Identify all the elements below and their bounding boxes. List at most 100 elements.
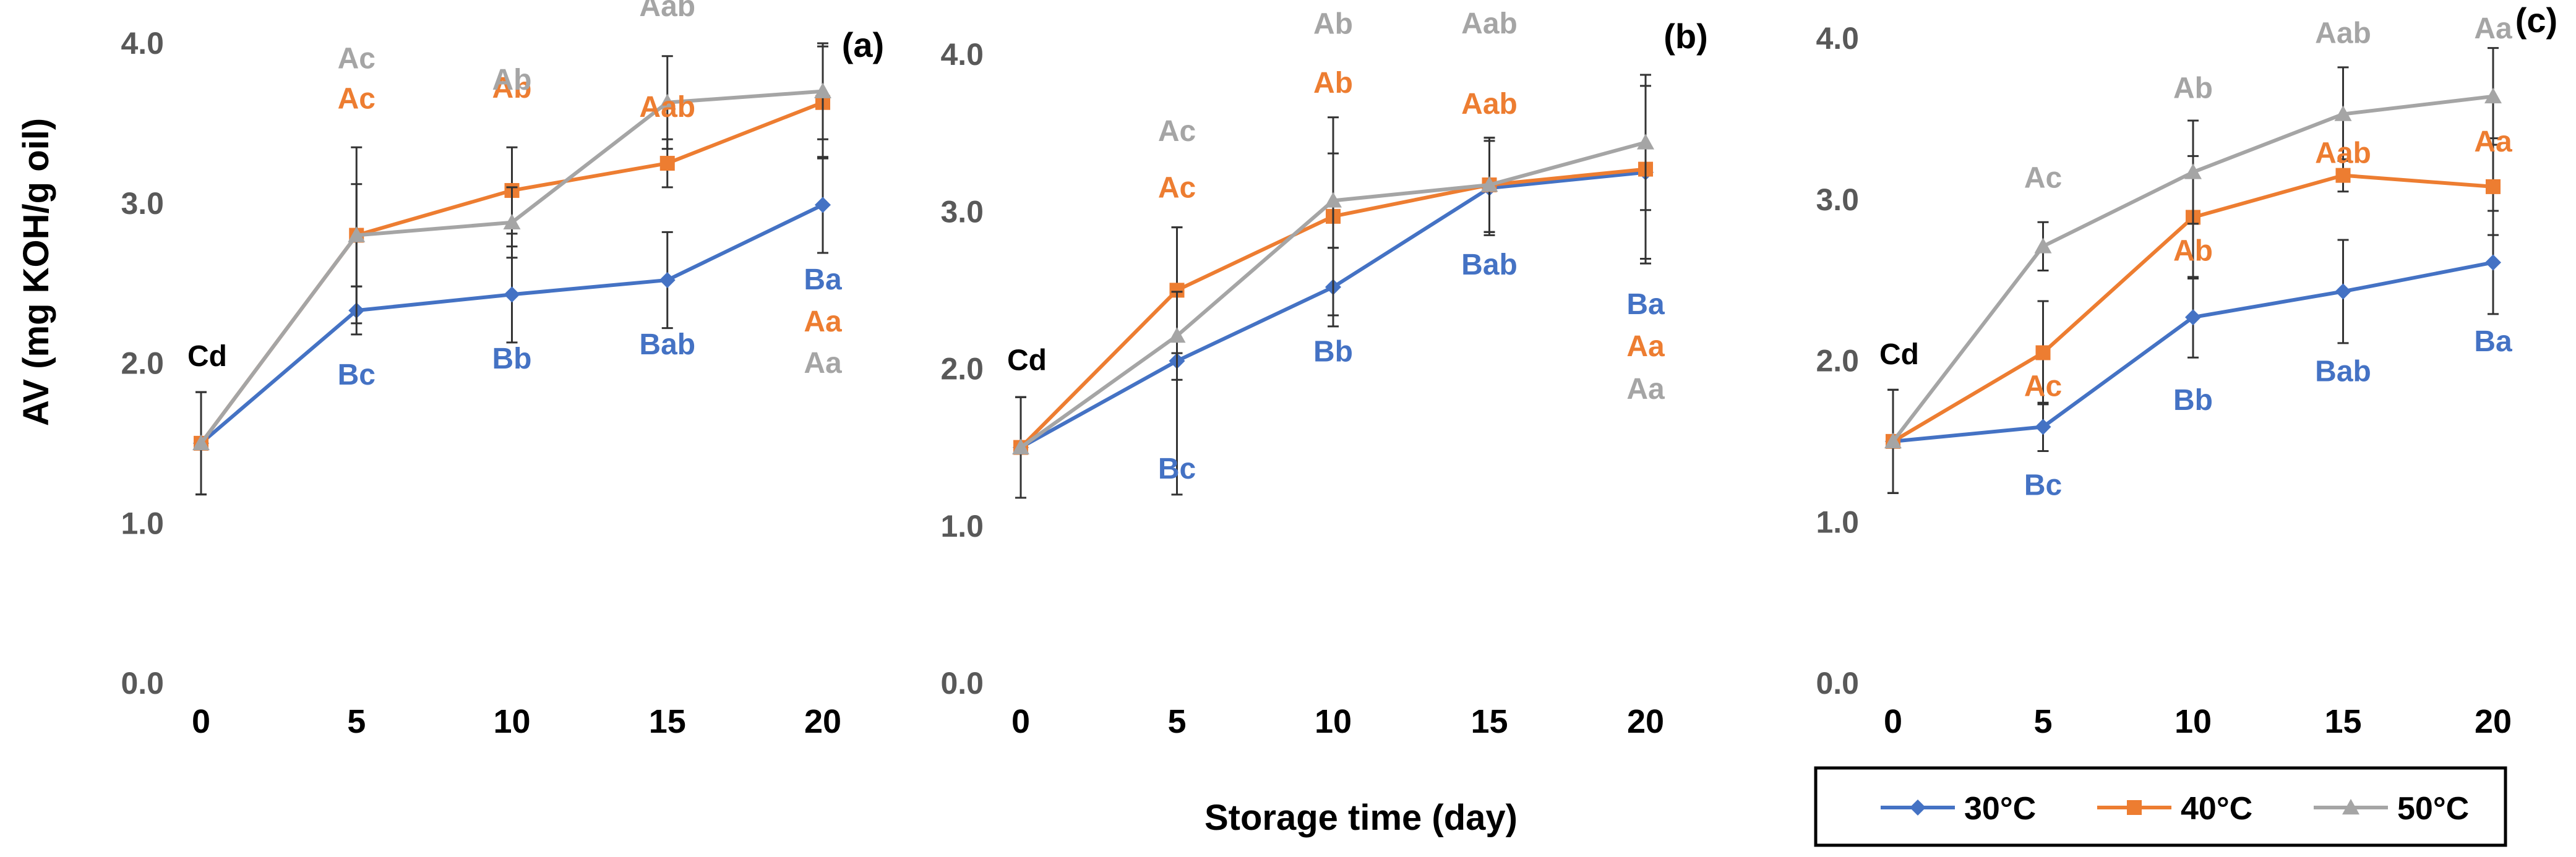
x-tick-label: 20 <box>2475 703 2512 740</box>
significance-label: Aa <box>1626 330 1665 363</box>
y-tick-label: 0.0 <box>940 666 984 701</box>
data-point <box>2484 87 2502 104</box>
significance-label: Bc <box>1158 453 1196 485</box>
x-tick-label: 20 <box>1627 703 1664 740</box>
data-point <box>2334 105 2352 121</box>
panel-c: 0.0 1.0 2.0 3.0 4.0 0 5 10 15 20 Cd Bc Bb Bab Ba Ac Ab Aa… <box>1816 1 2557 740</box>
significance-label: Aab <box>1461 7 1518 40</box>
panel-label: (c) <box>2515 1 2557 40</box>
data-point <box>1012 438 1029 454</box>
series-50c <box>1012 74 1654 499</box>
data-point <box>2034 237 2052 254</box>
significance-label: Ab <box>2173 72 2213 104</box>
legend-marker <box>1910 799 1926 816</box>
data-point <box>2335 168 2351 183</box>
significance-label: Aab <box>639 0 695 23</box>
significance-label: Aa <box>804 347 842 380</box>
significance-label: Bb <box>1313 335 1353 368</box>
data-point <box>192 434 210 451</box>
x-tick-label: 0 <box>192 703 210 740</box>
y-tick-label: 4.0 <box>940 37 984 72</box>
significance-label: Ac <box>1158 171 1196 204</box>
panel-b: 0.0 1.0 2.0 3.0 4.0 0 5 10 15 20 Cd Bc Bb Bab Ba Ac Ab Aa… <box>940 7 1707 740</box>
data-point <box>1324 192 1342 208</box>
data-point <box>659 271 676 288</box>
data-point <box>503 213 521 229</box>
data-point <box>1884 432 1902 449</box>
significance-label: Aa <box>2474 126 2512 158</box>
data-point <box>659 156 675 171</box>
series-50c <box>1884 47 2502 494</box>
significance-label: Cd <box>1007 344 1047 377</box>
data-point <box>1480 176 1498 192</box>
legend-entry: 50°C <box>2314 791 2469 827</box>
significance-label: Bab <box>1461 249 1518 281</box>
data-point <box>2035 419 2051 435</box>
y-tick-label: 2.0 <box>1816 344 1859 378</box>
data-point <box>2486 179 2501 194</box>
x-tick-label: 15 <box>1470 703 1508 740</box>
y-tick-label: 0.0 <box>121 666 164 701</box>
significance-label: Bab <box>2315 355 2371 388</box>
data-point <box>815 197 831 213</box>
y-tick-label: 2.0 <box>940 352 984 386</box>
significance-label: Aab <box>1461 88 1518 121</box>
x-tick-label: 20 <box>804 703 841 740</box>
significance-label: Aab <box>639 91 695 124</box>
significance-label: Bb <box>492 343 532 375</box>
significance-label: Bb <box>2173 384 2213 417</box>
series-30c <box>1885 210 2501 494</box>
significance-label: Cd <box>187 340 227 373</box>
y-tick-label: 3.0 <box>1816 182 1859 217</box>
significance-label: Aab <box>2315 137 2371 170</box>
legend-label: 50°C <box>2397 791 2469 827</box>
y-tick-label: 2.0 <box>121 346 164 381</box>
data-point <box>1637 134 1654 150</box>
significance-label: Ab <box>1313 7 1353 40</box>
legend-label: 40°C <box>2181 791 2252 827</box>
significance-label: Ac <box>338 83 376 116</box>
significance-label: Ab <box>1313 67 1353 100</box>
significance-label: Bc <box>338 359 376 391</box>
y-tick-label: 3.0 <box>940 194 984 229</box>
legend-entry: 30°C <box>1881 791 2036 827</box>
significance-label: Ba <box>804 263 842 296</box>
significance-label: Aa <box>1626 373 1665 406</box>
legend: 30°C 40°C 50°C <box>1814 766 2507 847</box>
panels: 0.0 1.0 2.0 3.0 4.0 0 5 10 15 20 Cd Bc Bb Bab Ba Ac Ab Aa… <box>121 0 2557 740</box>
data-point <box>2184 163 2202 179</box>
legend-marker <box>2127 800 2142 815</box>
y-tick-label: 4.0 <box>1816 21 1859 56</box>
x-tick-label: 0 <box>1011 703 1030 740</box>
x-tick-label: 15 <box>649 703 686 740</box>
y-tick-label: 0.0 <box>1816 666 1859 701</box>
significance-label: Cd <box>1879 338 1919 371</box>
data-point <box>2335 283 2351 300</box>
significance-label: Ac <box>1158 115 1196 148</box>
panel-label: (a) <box>842 25 884 64</box>
significance-label: Ac <box>2024 370 2062 403</box>
series-40c <box>1013 74 1653 499</box>
y-tick-label: 4.0 <box>121 26 164 61</box>
data-point <box>2035 345 2051 360</box>
significance-label: Ab <box>492 72 532 104</box>
x-tick-label: 5 <box>2033 703 2052 740</box>
data-point <box>2185 309 2201 326</box>
x-tick-label: 15 <box>2324 703 2361 740</box>
significance-label: Bc <box>2024 469 2062 501</box>
x-axis-title: Storage time (day) <box>1204 798 1518 838</box>
significance-label: Ac <box>338 43 376 75</box>
x-tick-label: 5 <box>1167 703 1186 740</box>
significance-label: Aa <box>804 305 842 338</box>
panel-label: (b) <box>1664 17 1708 56</box>
x-tick-label: 5 <box>347 703 366 740</box>
y-axis-title: AV (mg KOH/g oil) <box>16 118 56 426</box>
y-tick-label: 1.0 <box>1816 505 1859 539</box>
data-point <box>1168 327 1186 343</box>
x-tick-label: 10 <box>493 703 530 740</box>
series-50c <box>192 42 831 496</box>
legend-label: 30°C <box>1964 791 2036 827</box>
significance-label: Ac <box>2024 161 2062 194</box>
significance-label: Ab <box>492 64 532 96</box>
data-point <box>2485 254 2501 271</box>
